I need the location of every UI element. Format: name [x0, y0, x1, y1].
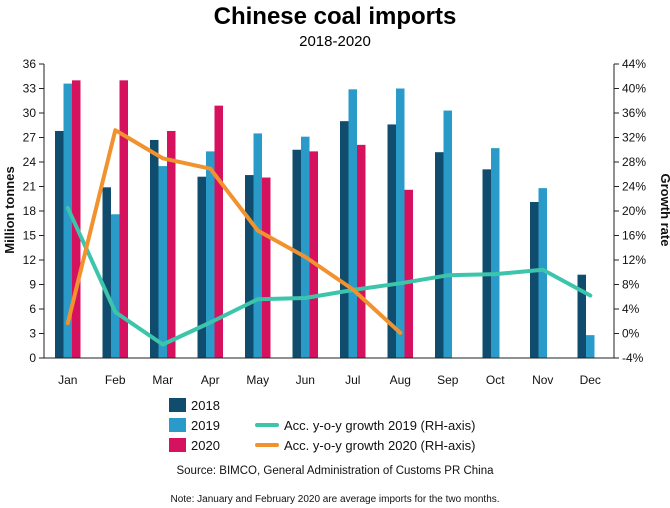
- y2-tick-label: -4%: [622, 351, 644, 365]
- y-axis-left-label: Million tonnes: [2, 166, 17, 253]
- legend-swatch-2019: [169, 418, 186, 432]
- x-tick-label: Nov: [532, 373, 553, 387]
- y2-tick-label: 20%: [622, 204, 646, 218]
- bar-2020-May: [262, 177, 271, 358]
- bar-2018-Apr: [197, 176, 206, 358]
- bar-2019-Oct: [491, 148, 500, 358]
- bar-2020-Feb: [119, 80, 128, 358]
- bar-2019-Mar: [158, 166, 167, 358]
- y-tick-label: 6: [29, 302, 36, 316]
- y-tick-label: 24: [23, 155, 37, 169]
- y2-tick-label: 40%: [622, 82, 646, 96]
- bar-2020-Jun: [309, 151, 318, 358]
- bar-2019-Feb: [111, 214, 120, 358]
- x-tick-label: Apr: [201, 373, 220, 387]
- x-tick-label: Aug: [390, 373, 411, 387]
- bar-2018-Dec: [577, 274, 586, 358]
- bar-2020-Mar: [167, 130, 176, 358]
- bar-2020-Jan: [72, 80, 81, 358]
- y2-tick-label: 12%: [622, 253, 646, 267]
- bar-2019-Aug: [396, 88, 405, 358]
- bar-2019-Nov: [538, 188, 547, 358]
- bar-2020-Apr: [214, 105, 223, 359]
- bar-2020-Aug: [404, 189, 413, 358]
- y-tick-label: 27: [23, 131, 37, 145]
- legend: 2018 2019 2020 Acc. y-o-y growth 2019 (RH-a…: [169, 398, 475, 453]
- y2-tick-label: 8%: [622, 278, 640, 292]
- y2-tick-label: 0%: [622, 327, 640, 341]
- bar-2019-Dec: [586, 335, 595, 358]
- y2-tick-label: 24%: [622, 180, 646, 194]
- bar-2019-Jan: [63, 83, 72, 358]
- x-tick-label: Jan: [58, 373, 77, 387]
- y2-tick-label: 4%: [622, 302, 640, 316]
- y2-tick-label: 28%: [622, 155, 646, 169]
- bar-2018-Jul: [340, 121, 349, 359]
- note-text: Note: January and February 2020 are aver…: [170, 494, 499, 505]
- y2-tick-label: 44%: [622, 57, 646, 71]
- y2-tick-label: 16%: [622, 229, 646, 243]
- y-tick-label: 21: [23, 180, 37, 194]
- bar-2019-Jun: [301, 136, 310, 358]
- bar-2018-Aug: [387, 124, 396, 358]
- bar-2019-May: [253, 133, 262, 358]
- bar-2018-May: [245, 175, 254, 358]
- y-tick-label: 18: [23, 204, 37, 218]
- line-series-1: [65, 205, 593, 347]
- line-series-2: [65, 128, 403, 335]
- bar-2020-Jul: [357, 144, 366, 358]
- legend-line-label-2: Acc. y-o-y growth 2020 (RH-axis): [284, 438, 475, 453]
- x-tick-label: Jul: [345, 373, 360, 387]
- bar-2019-Jul: [348, 89, 357, 359]
- y-tick-label: 0: [29, 351, 36, 365]
- y-tick-label: 9: [29, 278, 36, 292]
- y-tick-label: 15: [23, 229, 37, 243]
- x-tick-label: Dec: [580, 373, 601, 387]
- axes-layer: 0369121518212427303336-4%0%4%8%12%16%20%…: [23, 57, 647, 387]
- legend-swatch-2018: [169, 398, 186, 412]
- bar-2018-Mar: [150, 139, 159, 358]
- y-tick-label: 30: [23, 106, 37, 120]
- lines-layer: [65, 128, 593, 347]
- bar-2018-Sep: [435, 152, 444, 358]
- legend-line-label-1: Acc. y-o-y growth 2019 (RH-axis): [284, 418, 475, 433]
- chart-title: Chinese coal imports: [214, 3, 457, 30]
- y-tick-label: 33: [23, 82, 37, 96]
- bars-layer: [55, 80, 595, 359]
- y-axis-right-label: Growth rate: [658, 174, 670, 247]
- chart-subtitle: 2018-2020: [299, 33, 371, 50]
- y-tick-label: 36: [23, 57, 37, 71]
- bar-2018-Nov: [530, 202, 539, 358]
- bar-2019-Apr: [206, 151, 215, 358]
- x-tick-label: Oct: [486, 373, 505, 387]
- y-tick-label: 12: [23, 253, 37, 267]
- legend-label-2020: 2020: [191, 438, 220, 453]
- legend-label-2019: 2019: [191, 418, 220, 433]
- x-tick-label: Sep: [437, 373, 459, 387]
- x-tick-label: Jun: [296, 373, 315, 387]
- source-text: Source: BIMCO, General Administration of…: [176, 465, 494, 477]
- bar-2018-Oct: [482, 169, 491, 358]
- y2-tick-label: 36%: [622, 106, 646, 120]
- y2-tick-label: 32%: [622, 131, 646, 145]
- bar-2018-Feb: [102, 187, 111, 358]
- legend-swatch-2020: [169, 438, 186, 452]
- bar-2018-Jan: [55, 130, 64, 358]
- bar-2019-Sep: [443, 110, 452, 358]
- x-tick-label: Mar: [152, 373, 173, 387]
- y-tick-label: 3: [29, 327, 36, 341]
- x-tick-label: May: [246, 373, 269, 387]
- legend-label-2018: 2018: [191, 398, 220, 413]
- x-tick-label: Feb: [105, 373, 126, 387]
